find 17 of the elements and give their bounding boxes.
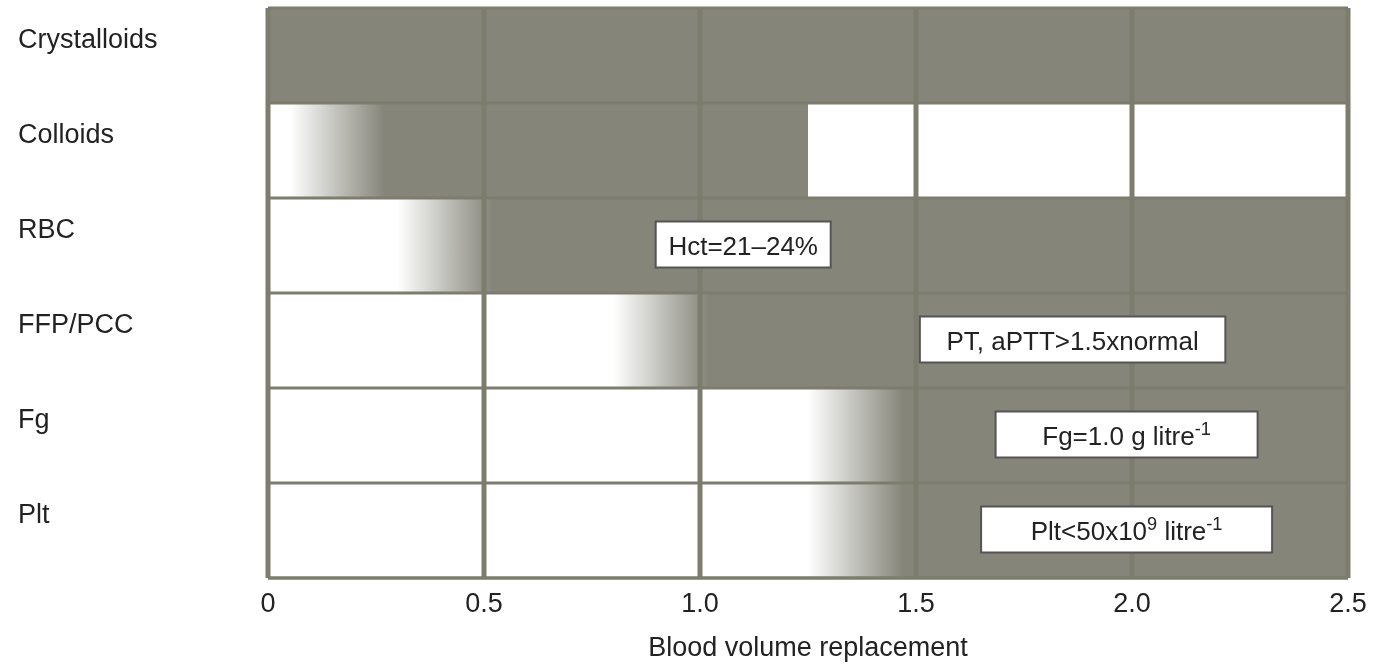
x-axis-title: Blood volume replacement (648, 632, 969, 662)
y-tick-label: RBC (18, 214, 76, 244)
annotation: Hct=21–24% (668, 230, 818, 261)
x-tick-label: 1.0 (681, 588, 719, 618)
x-tick-label: 2.5 (1329, 588, 1367, 618)
annotation: Fg=1.0 g litre$^{-1}$ (1042, 418, 1211, 451)
annotation: Plt<50x10$^{9}$ litre$^{-1}$ (1030, 513, 1223, 546)
y-tick-label: Colloids (18, 119, 115, 149)
x-tick-label: 1.5 (897, 588, 935, 618)
annotation: PT, aPTT>1.5xnormal (946, 325, 1199, 356)
y-tick-label: FFP/PCC (18, 309, 134, 339)
x-tick-label: 0.5 (465, 588, 503, 618)
y-tick-label: Crystalloids (18, 24, 158, 54)
x-tick-label: 2.0 (1113, 588, 1151, 618)
x-tick-label: 0 (260, 588, 276, 618)
y-tick-label: Fg (18, 404, 50, 434)
y-tick-label: Plt (18, 499, 51, 529)
